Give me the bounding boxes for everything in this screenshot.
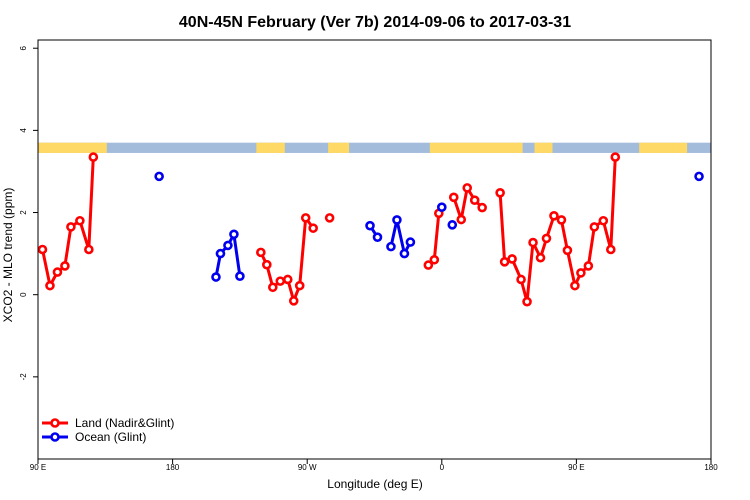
data-point: [275, 276, 286, 286]
y-axis: -2 0 2 4 6: [19, 45, 38, 380]
data-point: [541, 233, 552, 244]
data-point: [576, 268, 586, 278]
data-point: [694, 171, 704, 182]
data-point: [589, 222, 600, 232]
data-point: [75, 215, 85, 226]
x-axis-label: Longitude (deg E): [327, 477, 422, 491]
data-point: [456, 214, 467, 225]
y-tick-label: 6: [19, 45, 28, 50]
y-tick-label: -2: [19, 373, 28, 381]
legend-marker: [50, 418, 60, 428]
data-point: [154, 171, 164, 182]
data-point: [37, 244, 48, 255]
data-point: [215, 248, 226, 259]
x-tick-label: 90 E: [568, 463, 584, 472]
y-tick-label: 4: [19, 128, 28, 133]
data-point: [294, 280, 305, 291]
data-point: [392, 215, 402, 225]
data-point: [223, 240, 233, 251]
data-point: [448, 192, 459, 203]
data-point: [256, 247, 266, 258]
data-point: [66, 222, 76, 232]
data-point: [447, 220, 458, 230]
y-axis-label: XCO2 - MLO trend (ppm): [1, 188, 15, 323]
data-point: [429, 254, 440, 265]
legend-label: Land (Nadir&Glint): [75, 416, 174, 430]
data-point: [469, 195, 480, 206]
data-point: [372, 232, 383, 242]
data-point: [556, 215, 567, 225]
y-tick-label: 0: [19, 292, 28, 297]
data-point: [436, 202, 447, 212]
data-point: [386, 241, 396, 252]
data-point: [610, 152, 621, 162]
x-axis: 90 E 180 90 W 0 90 E 180: [30, 459, 718, 472]
data-point: [583, 261, 594, 271]
data-point: [324, 213, 335, 223]
data-point: [507, 254, 517, 264]
legend: Land (Nadir&Glint)Ocean (Glint): [42, 416, 174, 444]
data-point: [477, 202, 487, 213]
data-point: [268, 282, 278, 293]
data-point: [282, 274, 293, 285]
series-land: [37, 152, 621, 307]
x-tick-label: 90 E: [30, 463, 46, 472]
x-tick-label: 90 W: [298, 463, 317, 472]
data-point: [528, 237, 538, 248]
x-tick-label: 180: [166, 463, 180, 472]
data-point: [300, 213, 311, 223]
data-point: [495, 188, 505, 198]
data-point: [288, 296, 299, 306]
x-tick-label: 180: [704, 463, 718, 472]
land-band-segment: [429, 142, 523, 153]
chart-title: 40N-45N February (Ver 7b) 2014-09-06 to …: [179, 14, 571, 31]
data-point: [516, 274, 526, 285]
legend-marker: [50, 432, 60, 442]
series-line: [389, 218, 412, 256]
data-point: [605, 244, 616, 255]
data-point: [598, 215, 609, 226]
data-point: [45, 280, 55, 291]
data-point: [462, 183, 473, 193]
land-band-segment: [328, 142, 350, 153]
data-point: [405, 237, 416, 247]
data-point: [88, 152, 99, 162]
legend-label: Ocean (Glint): [75, 430, 146, 444]
data-point: [84, 244, 94, 255]
series-ocean: [154, 171, 704, 282]
surface-type-band: [38, 142, 711, 153]
series-layer: [37, 152, 704, 307]
x-tick-label: 0: [440, 463, 445, 472]
data-point: [522, 296, 532, 307]
data-point: [399, 248, 410, 259]
land-band-segment: [534, 142, 553, 153]
data-point: [52, 267, 63, 277]
data-point: [235, 271, 245, 282]
plot-frame: [37, 39, 712, 460]
y-tick-label: 2: [19, 210, 28, 215]
land-band-segment: [639, 142, 688, 153]
data-point: [262, 259, 272, 270]
data-point: [423, 260, 434, 270]
data-point: [60, 261, 70, 271]
data-point: [365, 220, 375, 231]
data-point: [308, 223, 318, 233]
data-point: [570, 280, 580, 291]
data-point: [535, 252, 546, 263]
data-point: [549, 211, 559, 221]
land-band-segment: [256, 142, 285, 153]
data-point: [229, 229, 239, 240]
land-band-segment: [38, 142, 107, 153]
data-point: [211, 272, 221, 282]
ocean-band: [38, 142, 711, 153]
data-point: [562, 245, 573, 256]
data-point: [499, 257, 510, 267]
